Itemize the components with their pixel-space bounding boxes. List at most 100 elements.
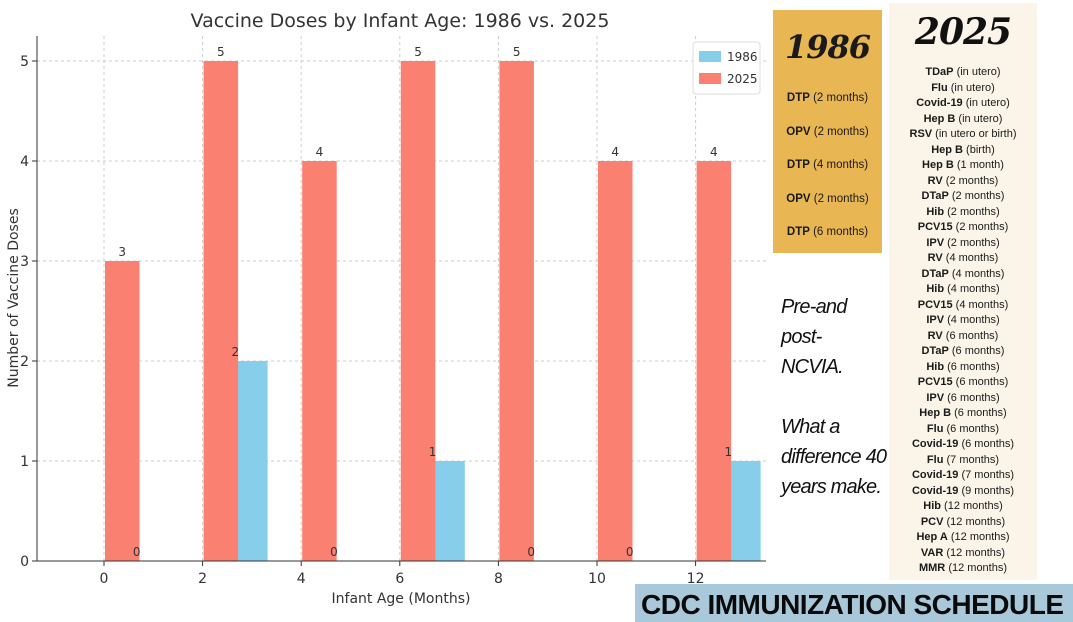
x-tick-label: 0 bbox=[100, 571, 109, 587]
x-tick-label: 4 bbox=[297, 571, 306, 587]
vaccine-name: IPV bbox=[926, 314, 945, 326]
schedule-item: PCV15 (4 months) bbox=[889, 298, 1037, 314]
vaccine-timing: (birth) bbox=[963, 143, 995, 156]
y-tick-label: 2 bbox=[20, 354, 29, 370]
schedule-item: PCV15 (6 months) bbox=[889, 375, 1037, 391]
vaccine-timing: (2 months) bbox=[942, 174, 999, 187]
vaccine-name: MMR bbox=[918, 562, 946, 574]
schedule-item: Hib (2 months) bbox=[889, 205, 1037, 221]
schedule-item: VAR (12 months) bbox=[889, 546, 1037, 562]
vaccine-timing: (6 months) bbox=[944, 360, 1000, 373]
legend-swatch bbox=[699, 73, 721, 84]
schedule-item: DTaP (2 months) bbox=[889, 189, 1037, 205]
bar-2025-2 bbox=[203, 61, 239, 561]
vaccine-name: OPV bbox=[786, 125, 811, 138]
bar-value-labels: 0 2 0 1 0 0 1 3 5 4 5 5 4 4 bbox=[118, 45, 732, 559]
bar-value-label: 5 bbox=[513, 45, 521, 59]
schedule-1986-panel: 1986 DTP (2 months) OPV (2 months) DTP (4 … bbox=[773, 10, 882, 253]
vaccine-name: OPV bbox=[786, 192, 811, 205]
bar-2025-6 bbox=[400, 61, 436, 561]
y-tick-label: 5 bbox=[20, 54, 29, 70]
schedule-item: TDaP (in utero) bbox=[889, 65, 1037, 81]
x-axis-label: Infant Age (Months) bbox=[332, 591, 471, 607]
gridlines bbox=[37, 36, 766, 561]
vaccine-timing: (7 months) bbox=[958, 469, 1015, 481]
vaccine-timing: (4 months) bbox=[944, 314, 1000, 326]
vaccine-name: Hep A bbox=[916, 531, 948, 543]
vaccine-timing: (6 months) bbox=[958, 438, 1015, 450]
bar-2025-10 bbox=[598, 161, 633, 561]
schedule-item: DTaP (6 months) bbox=[889, 344, 1037, 360]
caption-line: NCVIA. bbox=[781, 356, 844, 378]
bar-value-label: 0 bbox=[330, 545, 338, 559]
vaccine-timing: (in utero) bbox=[955, 112, 1003, 125]
vaccine-name: Covid-19 bbox=[916, 97, 963, 109]
vaccine-timing: (6 months) bbox=[943, 422, 1000, 435]
bar-value-label: 4 bbox=[316, 145, 324, 159]
schedule-item: Hep B (birth) bbox=[889, 143, 1037, 159]
vaccine-name: PCV bbox=[920, 515, 944, 528]
vaccine-name: IPV bbox=[926, 391, 945, 404]
vaccine-name: Flu bbox=[926, 422, 944, 435]
bar-value-label: 1 bbox=[725, 445, 733, 459]
chart-legend: 1986 2025 bbox=[692, 41, 761, 95]
x-tick-labels: 0 2 4 6 8 10 12 bbox=[100, 561, 705, 587]
vaccine-timing: (6 months) bbox=[952, 376, 1009, 388]
vaccine-name: Covid-19 bbox=[911, 469, 959, 481]
vaccine-timing: (2 months) bbox=[809, 92, 869, 104]
schedule-item: OPV (2 months) bbox=[773, 183, 882, 217]
y-tick-label: 0 bbox=[20, 554, 29, 570]
axes bbox=[36, 36, 766, 562]
vaccine-timing: (4 months) bbox=[948, 267, 1005, 280]
bar-2025-4 bbox=[302, 161, 337, 561]
vaccine-timing: (in utero) bbox=[953, 66, 1001, 78]
bar-1986-6 bbox=[430, 461, 465, 561]
vaccine-name: RV bbox=[927, 252, 943, 264]
vaccine-timing: (12 months) bbox=[940, 500, 1003, 512]
vaccine-timing: (4 months) bbox=[942, 252, 999, 264]
schedule-item: RV (4 months) bbox=[889, 251, 1037, 267]
bar-2025-0 bbox=[105, 261, 140, 561]
vaccine-timing: (6 months) bbox=[942, 329, 999, 342]
vaccine-timing: (12 months) bbox=[943, 515, 1006, 528]
schedule-item: PCV (12 months) bbox=[889, 515, 1037, 531]
vaccine-name: TDaP bbox=[925, 66, 954, 78]
bar-value-label: 1 bbox=[429, 445, 437, 459]
vaccine-name: PCV15 bbox=[917, 221, 953, 233]
vaccine-timing: (1 month) bbox=[953, 159, 1004, 171]
vaccine-timing: (12 months) bbox=[943, 546, 1006, 559]
vaccine-timing: (2 months) bbox=[948, 190, 1005, 202]
bar-value-label: 3 bbox=[118, 245, 126, 259]
vaccine-name: Hib bbox=[923, 500, 941, 512]
vaccine-name: Covid-19 bbox=[911, 484, 959, 497]
vaccine-timing: (2 months) bbox=[810, 192, 869, 205]
vaccine-timing: (in utero) bbox=[947, 81, 995, 94]
vaccine-timing: (2 months) bbox=[944, 205, 1000, 218]
vaccine-name: RV bbox=[927, 174, 943, 187]
schedule-item: Flu (in utero) bbox=[889, 81, 1037, 97]
schedule-item: RSV (in utero or birth) bbox=[889, 127, 1037, 143]
schedule-item: Hib (6 months) bbox=[889, 360, 1037, 376]
schedule-item: Hep B (6 months) bbox=[889, 406, 1037, 422]
vaccine-name: DTaP bbox=[921, 267, 949, 280]
caption-line: years make. bbox=[781, 476, 882, 498]
vaccine-name: RV bbox=[927, 329, 943, 342]
bar-value-label: 4 bbox=[710, 145, 718, 159]
vaccine-timing: (6 months) bbox=[809, 226, 869, 238]
vaccine-name: DTaP bbox=[921, 190, 949, 202]
vaccine-name: Flu bbox=[931, 81, 948, 94]
vaccine-timing: (4 months) bbox=[952, 298, 1009, 311]
schedule-item: Flu (6 months) bbox=[889, 422, 1037, 438]
vaccine-timing: (12 months) bbox=[945, 562, 1008, 574]
schedule-item: DTP (4 months) bbox=[773, 149, 882, 183]
vaccine-name: DTaP bbox=[921, 345, 949, 357]
vaccine-timing: (4 months) bbox=[944, 283, 1000, 295]
vaccine-timing: (6 months) bbox=[948, 345, 1005, 357]
bar-2025-8 bbox=[499, 61, 534, 561]
vaccine-timing: (9 months) bbox=[958, 484, 1015, 497]
vaccine-name: DTP bbox=[786, 159, 810, 171]
schedule-item: IPV (4 months) bbox=[889, 313, 1037, 329]
schedule-item: MMR (12 months) bbox=[889, 561, 1037, 577]
bar-value-label: 0 bbox=[527, 545, 535, 559]
vaccine-name: Hep B bbox=[922, 159, 954, 171]
